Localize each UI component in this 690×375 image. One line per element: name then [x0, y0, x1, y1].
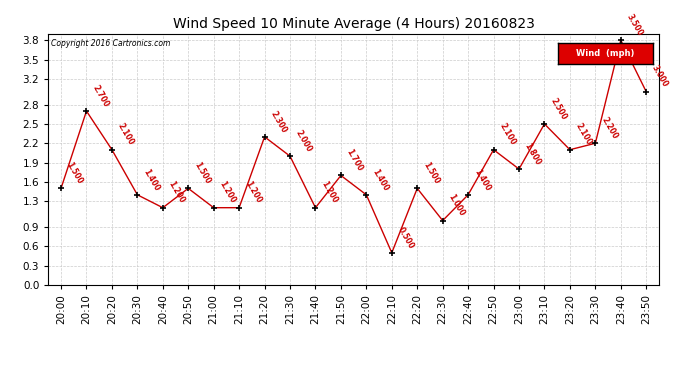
Title: Wind Speed 10 Minute Average (4 Hours) 20160823: Wind Speed 10 Minute Average (4 Hours) 2…: [172, 17, 535, 31]
Text: 2.200: 2.200: [599, 116, 619, 141]
Text: 1.400: 1.400: [472, 167, 492, 192]
Text: 1.200: 1.200: [243, 180, 263, 205]
Text: 2.500: 2.500: [549, 96, 568, 122]
Text: Copyright 2016 Cartronics.com: Copyright 2016 Cartronics.com: [51, 39, 170, 48]
Text: 1.700: 1.700: [345, 148, 364, 173]
Text: 1.800: 1.800: [523, 141, 542, 166]
Text: 2.300: 2.300: [268, 109, 288, 134]
Text: 1.000: 1.000: [446, 193, 466, 218]
Text: 1.500: 1.500: [421, 161, 441, 186]
Text: 2.100: 2.100: [497, 122, 517, 147]
Text: 1.200: 1.200: [166, 180, 186, 205]
Text: 2.000: 2.000: [294, 128, 313, 154]
Text: 3.500: 3.500: [624, 12, 644, 38]
Text: 1.200: 1.200: [217, 180, 237, 205]
Text: 1.500: 1.500: [192, 161, 212, 186]
Text: 1.400: 1.400: [141, 167, 161, 192]
Text: 1.400: 1.400: [370, 167, 390, 192]
Text: 2.700: 2.700: [90, 83, 110, 108]
Text: 3.000: 3.000: [650, 64, 670, 89]
Text: 2.100: 2.100: [573, 122, 593, 147]
Text: 1.200: 1.200: [319, 180, 339, 205]
Text: 0.500: 0.500: [395, 225, 415, 250]
Text: 2.100: 2.100: [116, 122, 135, 147]
Text: 1.500: 1.500: [65, 161, 84, 186]
